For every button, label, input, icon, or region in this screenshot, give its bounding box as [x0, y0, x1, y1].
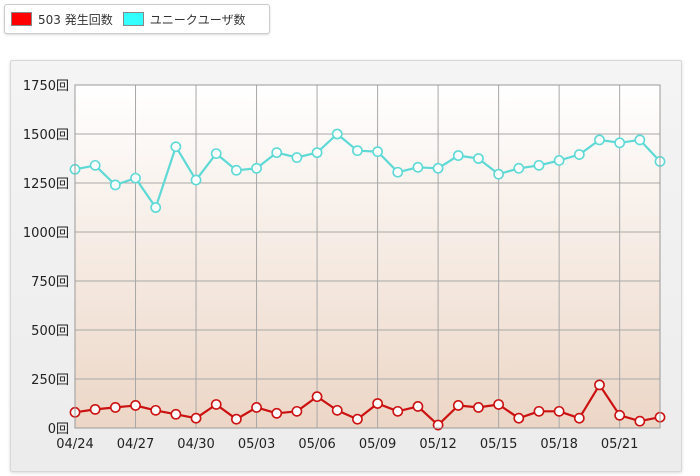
- data-point[interactable]: [190, 174, 202, 186]
- data-point[interactable]: [432, 419, 444, 431]
- data-point[interactable]: [352, 145, 363, 157]
- series-1: [69, 379, 666, 431]
- x-axis-ticks: 04/24 04/27 04/30 05/03 05/06 05/09 05/12 05/15…: [56, 437, 638, 452]
- legend-swatch-503: [11, 12, 32, 26]
- data-point[interactable]: [634, 134, 646, 146]
- data-point[interactable]: [594, 134, 605, 146]
- data-point[interactable]: [372, 398, 383, 409]
- plot-border: [74, 84, 661, 429]
- data-point[interactable]: [493, 399, 505, 410]
- x-tick-label: 04/30: [177, 437, 214, 452]
- data-point[interactable]: [190, 412, 202, 424]
- data-point[interactable]: [412, 401, 424, 412]
- data-point[interactable]: [170, 408, 182, 420]
- data-point[interactable]: [573, 149, 585, 160]
- data-point[interactable]: [452, 150, 464, 161]
- data-point[interactable]: [513, 162, 525, 174]
- series-layer: [69, 128, 666, 431]
- data-point[interactable]: [251, 402, 262, 413]
- data-point[interactable]: [432, 162, 444, 174]
- plot-area: [75, 85, 660, 428]
- data-point[interactable]: [412, 161, 424, 173]
- y-tick-label: 250回: [31, 373, 69, 388]
- x-tick-label: 05/15: [480, 437, 517, 452]
- data-point[interactable]: [130, 172, 141, 184]
- y-tick-label: 1250回: [23, 177, 69, 192]
- data-point[interactable]: [291, 405, 303, 417]
- data-point[interactable]: [251, 162, 262, 174]
- data-point[interactable]: [452, 400, 464, 411]
- legend-label-unique-users: ユニークユーザ数: [149, 12, 246, 27]
- data-point[interactable]: [150, 404, 162, 416]
- data-point[interactable]: [573, 412, 585, 424]
- legend-item-503[interactable]: 503 発生回数: [11, 11, 113, 28]
- x-tick-label: 05/03: [238, 437, 275, 452]
- data-point[interactable]: [352, 413, 363, 425]
- data-point[interactable]: [594, 379, 605, 391]
- x-tick-label: 04/24: [56, 437, 93, 452]
- data-point[interactable]: [230, 164, 242, 176]
- data-point[interactable]: [311, 147, 323, 159]
- data-point[interactable]: [473, 402, 484, 413]
- y-tick-label: 1000回: [23, 226, 69, 241]
- y-tick-label: 1750回: [23, 79, 69, 94]
- data-point[interactable]: [372, 146, 383, 158]
- data-point[interactable]: [291, 152, 303, 163]
- series-0: [69, 128, 666, 213]
- y-tick-label: 1500回: [23, 128, 69, 143]
- data-point[interactable]: [109, 179, 121, 191]
- chart-legend: 503 発生回数 ユニークユーザ数: [4, 4, 270, 34]
- legend-label-503: 503 発生回数: [38, 12, 113, 27]
- data-point[interactable]: [271, 147, 283, 159]
- data-point[interactable]: [109, 402, 121, 413]
- data-point[interactable]: [392, 405, 404, 417]
- data-point[interactable]: [210, 148, 222, 159]
- data-point[interactable]: [513, 412, 525, 424]
- legend-swatch-unique-users: [122, 12, 144, 26]
- data-point[interactable]: [89, 159, 101, 171]
- y-tick-label: 0回: [48, 422, 69, 437]
- data-point[interactable]: [311, 391, 323, 403]
- x-tick-label: 04/27: [117, 437, 154, 452]
- data-point[interactable]: [210, 399, 222, 410]
- data-point[interactable]: [230, 413, 242, 425]
- y-tick-label: 750回: [31, 275, 69, 290]
- data-point[interactable]: [392, 166, 404, 178]
- x-tick-label: 05/12: [419, 437, 456, 452]
- data-point[interactable]: [170, 141, 182, 153]
- x-tick-label: 05/09: [359, 437, 396, 452]
- data-point[interactable]: [553, 405, 565, 417]
- data-point[interactable]: [130, 400, 141, 411]
- data-point[interactable]: [150, 202, 162, 213]
- y-tick-label: 500回: [31, 324, 69, 339]
- y-axis-ticks: 0回 250回 500回 750回 1000回 1250回 1500回 1750回: [23, 79, 69, 437]
- data-point[interactable]: [89, 403, 101, 415]
- x-tick-label: 05/06: [298, 437, 335, 452]
- data-point[interactable]: [473, 153, 484, 164]
- x-tick-label: 05/21: [601, 437, 638, 452]
- data-point[interactable]: [533, 405, 545, 417]
- data-point[interactable]: [331, 404, 343, 416]
- data-point[interactable]: [533, 159, 545, 171]
- data-point[interactable]: [614, 409, 626, 421]
- data-point[interactable]: [553, 155, 565, 166]
- data-point[interactable]: [271, 407, 283, 419]
- data-point[interactable]: [331, 128, 343, 140]
- data-point[interactable]: [614, 137, 626, 149]
- data-point[interactable]: [634, 415, 646, 427]
- x-tick-label: 05/18: [540, 437, 577, 452]
- legend-item-unique-users[interactable]: ユニークユーザ数: [122, 11, 246, 28]
- data-point[interactable]: [493, 168, 505, 180]
